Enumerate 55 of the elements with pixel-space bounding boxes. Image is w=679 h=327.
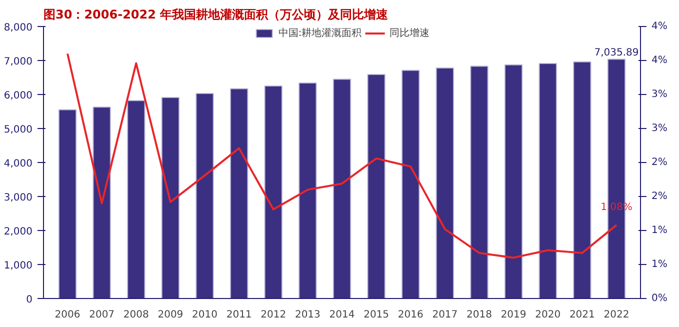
y-tick-label: 0	[26, 294, 33, 306]
bar	[573, 61, 592, 298]
x-tick-label: 2006	[54, 310, 80, 320]
y2-tick-label: 3%	[652, 89, 668, 100]
bar	[196, 92, 214, 298]
x-tick-label: 2021	[569, 310, 595, 320]
x-tick-label: 2018	[466, 310, 492, 320]
bar	[332, 78, 352, 298]
x-tick-label: 2009	[158, 310, 184, 320]
y2-tick-label: 2%	[652, 157, 668, 168]
bar	[298, 82, 317, 298]
bar	[402, 70, 420, 298]
y-tick-label: 1,000	[4, 260, 33, 272]
x-tick-label: 2007	[89, 310, 115, 320]
y-tick-label: 4,000	[4, 158, 33, 170]
y-tick-label: 8,000	[4, 22, 33, 34]
y2-tick-label: 4%	[652, 55, 668, 66]
x-tick-label: 2008	[123, 310, 149, 320]
x-tick-label: 2014	[329, 310, 355, 320]
legend-label: 中国:耕地灌溉面积	[278, 26, 362, 40]
x-tick-label: 2017	[432, 310, 458, 320]
y2-tick-label: 0%	[652, 293, 668, 304]
bar	[436, 67, 454, 298]
x-tick-label: 2020	[535, 310, 561, 320]
chart-title: 图30：2006-2022 年我国耕地灌溉面积（万公顷）及同比增速	[44, 8, 390, 22]
y-tick-label: 2,000	[4, 226, 33, 238]
x-tick-label: 2012	[260, 310, 286, 320]
data-label: 7,035.89	[594, 47, 639, 58]
y-tick-label: 3,000	[4, 192, 33, 204]
y-tick-label: 7,000	[4, 56, 33, 68]
bar	[367, 74, 386, 298]
bar	[538, 63, 557, 298]
x-tick-label: 2010	[192, 310, 218, 320]
y-tick-label: 6,000	[4, 90, 33, 102]
legend-label: 同比增速	[390, 26, 430, 40]
bar	[161, 97, 180, 298]
bar	[470, 66, 488, 298]
y2-tick-label: 3%	[652, 123, 668, 134]
y2-tick-label: 2%	[652, 191, 668, 202]
bar	[230, 88, 248, 298]
y2-tick-label: 4%	[652, 21, 668, 32]
x-tick-label: 2013	[294, 310, 320, 320]
bar	[92, 106, 111, 298]
bar	[504, 64, 523, 298]
y2-tick-label: 1%	[652, 225, 668, 236]
bar	[127, 100, 146, 298]
y-tick-label: 5,000	[4, 124, 33, 136]
x-tick-label: 2016	[398, 310, 424, 320]
y2-tick-label: 1%	[652, 259, 668, 270]
x-tick-label: 2022	[604, 310, 630, 320]
x-tick-label: 2011	[226, 310, 252, 320]
x-tick-label: 2015	[364, 310, 390, 320]
bar	[58, 109, 77, 298]
x-tick-label: 2019	[500, 310, 526, 320]
bar	[264, 86, 282, 298]
